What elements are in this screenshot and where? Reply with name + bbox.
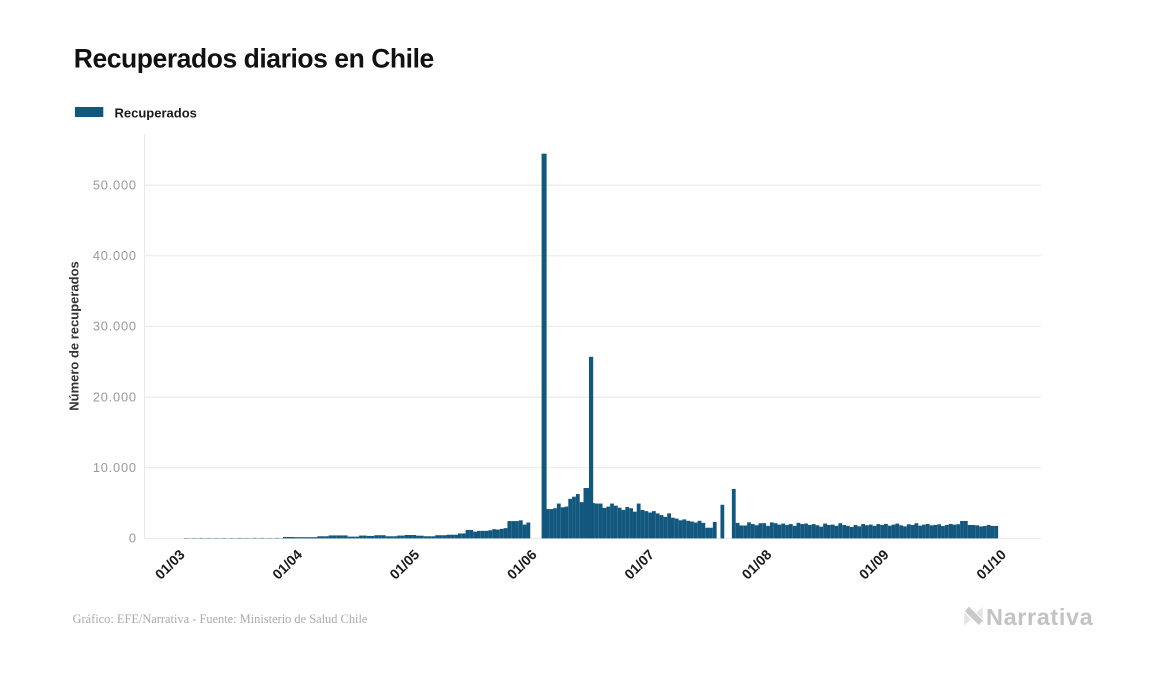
svg-text:Recuperados diarios en Chile: Recuperados diarios en Chile xyxy=(74,44,434,74)
svg-text:Narrativa: Narrativa xyxy=(986,604,1094,630)
svg-text:Recuperados: Recuperados xyxy=(115,105,197,120)
svg-text:30.000: 30.000 xyxy=(93,319,137,334)
svg-text:20.000: 20.000 xyxy=(93,389,137,404)
svg-text:Gráfico: EFE/Narrativa - Fuent: Gráfico: EFE/Narrativa - Fuente: Ministe… xyxy=(73,612,368,626)
svg-text:10.000: 10.000 xyxy=(93,460,137,475)
svg-text:50.000: 50.000 xyxy=(93,177,137,192)
svg-text:0: 0 xyxy=(129,531,137,546)
svg-text:Número de recuperados: Número de recuperados xyxy=(67,261,82,411)
svg-text:40.000: 40.000 xyxy=(93,248,137,263)
